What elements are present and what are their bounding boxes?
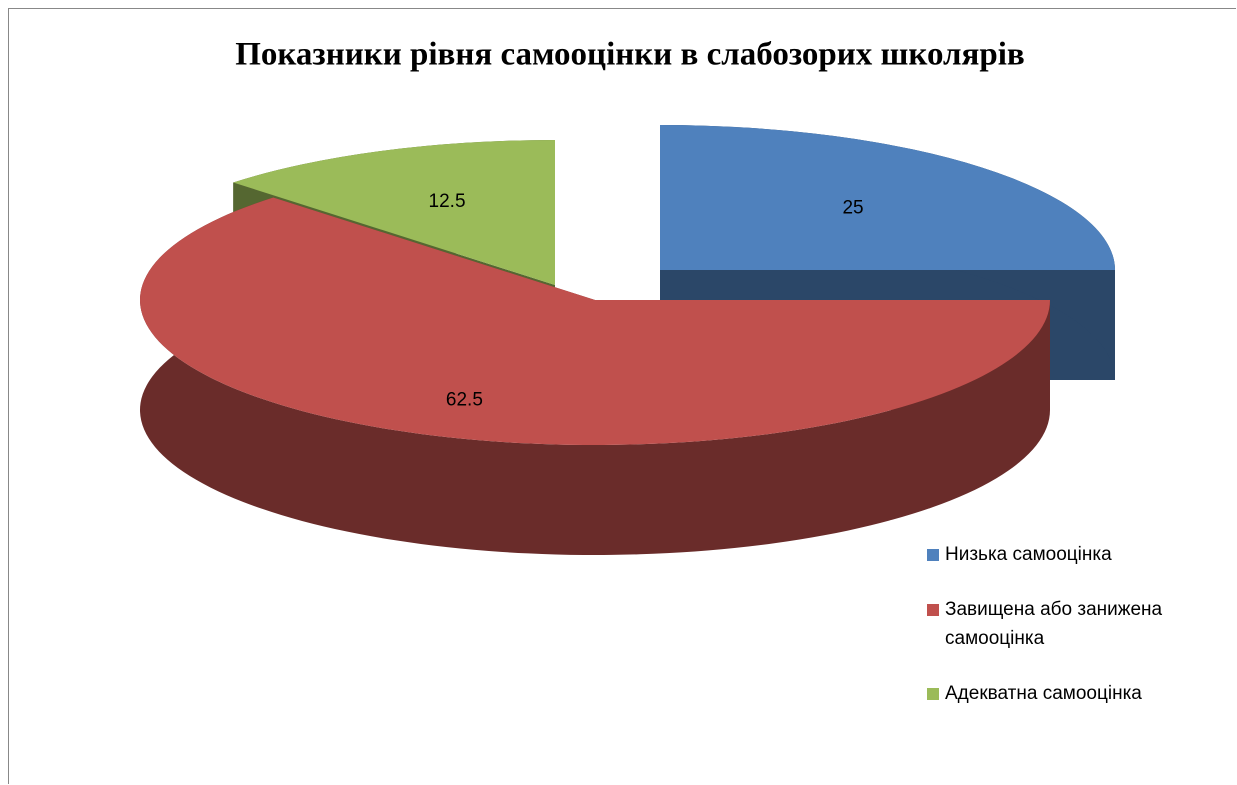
- legend-label: Завищена або занижена самооцінка: [945, 599, 1163, 649]
- chart-frame: [8, 8, 1236, 784]
- legend-swatch: [927, 688, 939, 700]
- slice: [660, 125, 1115, 270]
- chart-title: Показники рівня самооцінки в слабозорих …: [235, 37, 1024, 73]
- legend-swatch: [927, 604, 939, 616]
- legend: Низька самооцінка Завищена або занижена с…: [925, 540, 1235, 734]
- legend-swatch: [927, 549, 939, 561]
- slice-side: [139, 197, 1050, 555]
- data-label: 62.5: [446, 389, 483, 410]
- legend-item: Завищена або занижена самооцінка: [925, 595, 1235, 653]
- legend-label: Адекватна самооцінка: [945, 683, 1142, 704]
- slice: [140, 197, 1050, 445]
- data-label: 12.5: [429, 191, 466, 212]
- slice: [233, 140, 555, 285]
- legend-label: Низька самооцінка: [945, 544, 1112, 565]
- legend-item: Адекватна самооцінка: [925, 679, 1235, 708]
- data-label: 25: [842, 197, 863, 218]
- legend-item: Низька самооцінка: [925, 540, 1235, 569]
